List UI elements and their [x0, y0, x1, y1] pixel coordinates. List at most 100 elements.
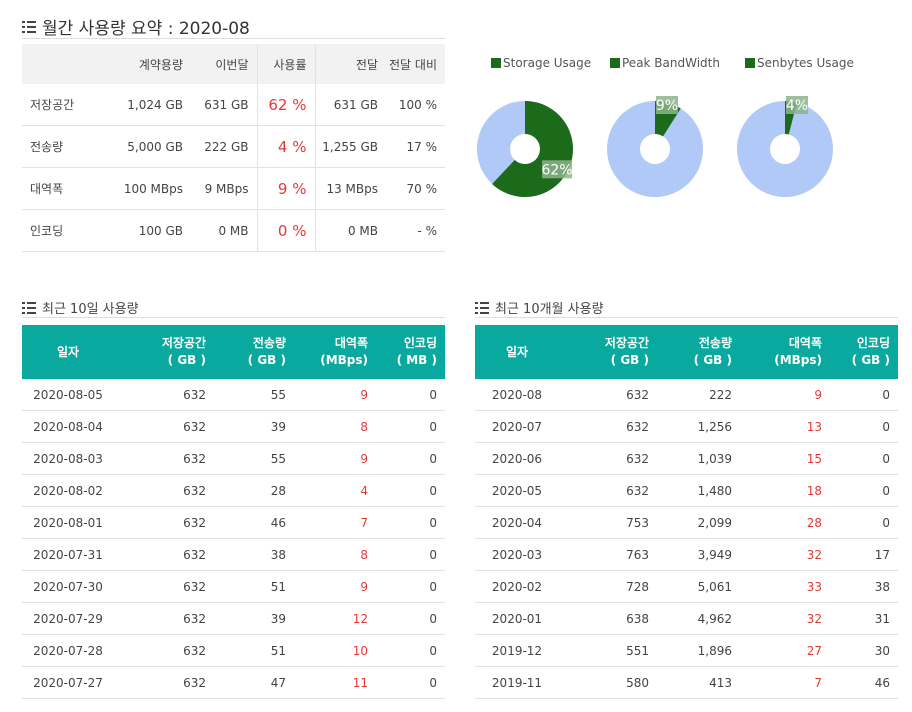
daily-usage-table: 일자 저장공간( GB ) 전송량( GB ) 대역폭 (MBps) 인코딩( MB ) …: [22, 325, 445, 699]
daily-cell: 47: [214, 666, 294, 699]
summary-row: 저장공간 1,024 GB 631 GB 62 % 631 GB 100 %: [22, 84, 445, 126]
monthly-cell: 32: [740, 602, 830, 635]
summary-cell: 0 %: [256, 209, 315, 252]
daily-cell: 0: [376, 506, 445, 539]
daily-cell: 7: [294, 506, 376, 539]
legend-label: Peak BandWidth: [622, 56, 720, 70]
daily-cell: 2020-08-01: [22, 506, 114, 539]
donut-percent-label: 4%: [786, 98, 808, 114]
daily-header-text: (MBps): [320, 353, 368, 367]
daily-cell: 28: [214, 474, 294, 507]
summary-cell: 100 MBps: [92, 167, 191, 210]
donut-hole: [770, 134, 800, 164]
daily-header-text: ( GB ): [167, 353, 206, 367]
summary-cell: 13 MBps: [314, 167, 386, 210]
monthly-cell: 2020-06: [475, 442, 559, 475]
daily-cell: 12: [294, 602, 376, 635]
monthly-cell: 0: [830, 379, 898, 411]
monthly-cell: 32: [740, 538, 830, 571]
donut-chart: 9%: [607, 96, 703, 197]
monthly-header-cell: 전송량 ( GB ): [657, 325, 740, 379]
monthly-cell: 2,099: [657, 506, 740, 539]
daily-cell: 55: [214, 442, 294, 475]
table-row: 2019-12 551 1,896 27 30: [475, 634, 898, 667]
daily-cell: 51: [214, 570, 294, 603]
monthly-cell: 753: [559, 506, 657, 539]
monthly-header-cell: 인코딩 ( GB ): [830, 325, 898, 379]
daily-cell: 632: [114, 666, 214, 699]
monthly-cell: 38: [830, 570, 898, 603]
legend-bandwidth: Peak BandWidth: [610, 56, 720, 70]
table-row: 2020-08-03 632 55 9 0: [22, 442, 445, 475]
monthly-cell: 18: [740, 474, 830, 507]
monthly-header-cell: 일자: [475, 325, 559, 379]
summary-cell: 100 %: [386, 84, 445, 126]
summary-header-cell: 이번달: [191, 44, 257, 84]
monthly-header-text: 일자: [505, 344, 529, 359]
monthly-cell: 2020-02: [475, 570, 559, 603]
daily-cell: 2020-07-31: [22, 538, 114, 571]
daily-cell: 2020-07-27: [22, 666, 114, 699]
daily-section-title: 최근 10일 사용량: [42, 302, 139, 317]
monthly-summary-table: 계약용량 이번달 사용률 전달 전달 대비 저장공간 1,024 GB 631 GB…: [22, 44, 445, 252]
daily-cell: 55: [214, 379, 294, 411]
table-row: 2020-02 728 5,061 33 38: [475, 570, 898, 603]
summary-row: 전송량 5,000 GB 222 GB 4 % 1,255 GB 17 %: [22, 125, 445, 168]
monthly-cell: 30: [830, 634, 898, 667]
daily-header-row: 일자 저장공간 ( GB ) 전송량 ( GB ) 대역폭 (MBps) 인코딩 ( MB ): [22, 325, 445, 379]
daily-cell: 46: [214, 506, 294, 539]
daily-cell: 39: [214, 602, 294, 635]
daily-cell: 8: [294, 538, 376, 571]
monthly-header-cell: 저장공간 ( GB ): [559, 325, 657, 379]
donut-label-bg: [656, 96, 678, 114]
monthly-cell: 2020-07: [475, 410, 559, 443]
list-icon: [22, 20, 36, 33]
daily-cell: 10: [294, 634, 376, 667]
monthly-cell: 632: [559, 410, 657, 443]
daily-cell: 0: [376, 602, 445, 635]
summary-title-bar: 월간 사용량 요약 : 2020-08: [22, 14, 445, 39]
summary-header-cell: 전달: [314, 44, 386, 84]
daily-cell: 39: [214, 410, 294, 443]
monthly-header-text: ( GB ): [851, 353, 890, 367]
monthly-cell: 0: [830, 506, 898, 539]
monthly-cell: 1,256: [657, 410, 740, 443]
monthly-cell: 2020-01: [475, 602, 559, 635]
daily-cell: 632: [114, 410, 214, 443]
monthly-cell: 632: [559, 379, 657, 411]
summary-cell: - %: [386, 209, 445, 252]
summary-header-row: 계약용량 이번달 사용률 전달 전달 대비: [22, 44, 445, 84]
monthly-header-text: 인코딩: [856, 336, 890, 350]
daily-cell: 4: [294, 474, 376, 507]
summary-cell: 4 %: [256, 125, 315, 168]
summary-cell: 9 MBps: [191, 167, 257, 210]
monthly-cell: 15: [740, 442, 830, 475]
daily-header-text: ( MB ): [396, 353, 437, 367]
monthly-cell: 638: [559, 602, 657, 635]
daily-cell: 11: [294, 666, 376, 699]
monthly-cell: 2020-08: [475, 379, 559, 411]
daily-cell: 2020-07-28: [22, 634, 114, 667]
daily-cell: 2020-08-05: [22, 379, 114, 411]
legend-swatch: [745, 58, 755, 68]
summary-header-cell: 전달 대비: [386, 44, 445, 84]
summary-cell: 100 GB: [92, 209, 191, 252]
daily-cell: 8: [294, 410, 376, 443]
summary-cell: 1,024 GB: [92, 84, 191, 126]
monthly-cell: 0: [830, 410, 898, 443]
summary-cell: 631 GB: [314, 84, 386, 126]
table-row: 2020-08 632 222 9 0: [475, 379, 898, 411]
donut-hole: [510, 134, 540, 164]
daily-header-text: ( GB ): [247, 353, 286, 367]
monthly-header-text: ( GB ): [693, 353, 732, 367]
daily-cell: 0: [376, 570, 445, 603]
summary-header-cell: 계약용량: [92, 44, 191, 84]
summary-row: 인코딩 100 GB 0 MB 0 % 0 MB - %: [22, 209, 445, 252]
monthly-cell: 551: [559, 634, 657, 667]
table-row: 2020-07-31 632 38 8 0: [22, 538, 445, 571]
summary-cell: 222 GB: [191, 125, 257, 168]
daily-cell: 9: [294, 442, 376, 475]
summary-row-label: 전송량: [22, 125, 92, 168]
table-row: 2020-07-30 632 51 9 0: [22, 570, 445, 603]
legend-swatch: [491, 58, 501, 68]
